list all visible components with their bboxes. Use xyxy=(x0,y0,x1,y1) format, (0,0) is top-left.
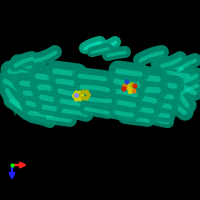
Circle shape xyxy=(85,96,89,100)
Circle shape xyxy=(81,90,85,94)
Circle shape xyxy=(80,94,83,98)
Circle shape xyxy=(130,83,134,87)
Circle shape xyxy=(78,97,82,101)
Circle shape xyxy=(87,93,90,97)
Circle shape xyxy=(85,90,89,94)
Circle shape xyxy=(73,94,76,98)
Circle shape xyxy=(78,91,82,95)
Circle shape xyxy=(74,97,78,101)
Circle shape xyxy=(80,93,83,97)
Circle shape xyxy=(132,89,136,93)
Circle shape xyxy=(122,87,126,91)
Circle shape xyxy=(129,88,133,92)
Circle shape xyxy=(126,84,130,90)
Circle shape xyxy=(123,84,127,88)
Circle shape xyxy=(133,84,137,88)
Circle shape xyxy=(81,96,85,100)
Circle shape xyxy=(74,91,78,95)
Circle shape xyxy=(125,80,129,84)
Circle shape xyxy=(128,90,132,94)
